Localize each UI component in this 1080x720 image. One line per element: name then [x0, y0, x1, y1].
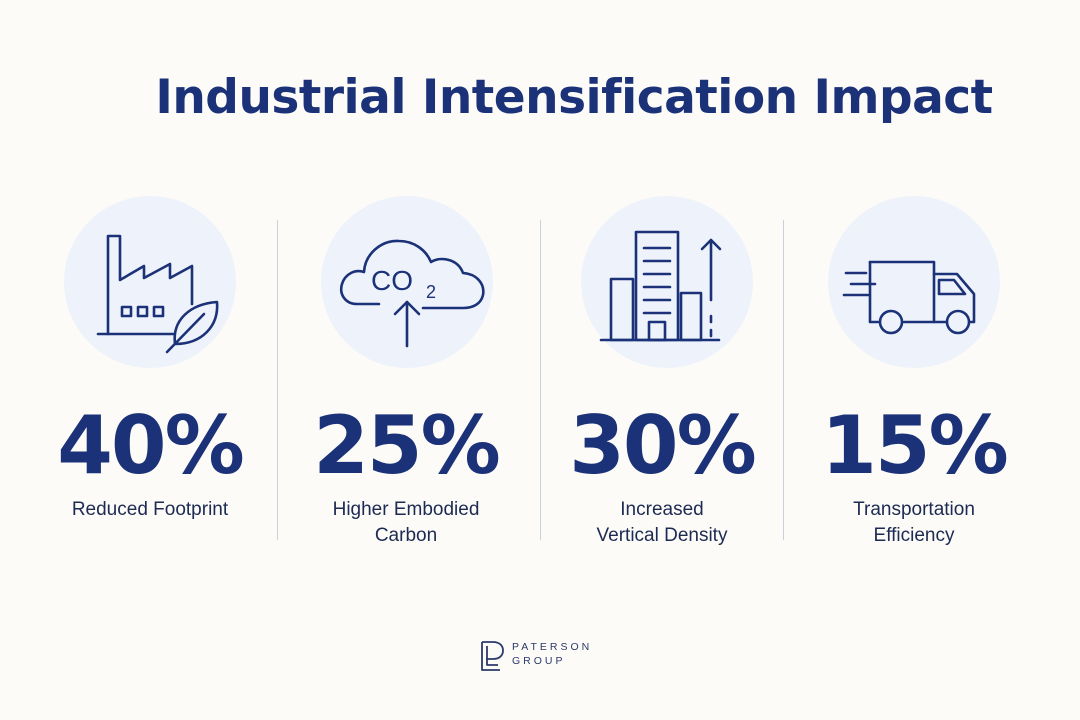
stat-label-line: Increased	[620, 499, 704, 520]
paterson-group-logo: PATERSON GROUP	[478, 638, 618, 678]
delivery-truck-icon	[842, 260, 976, 335]
divider	[277, 220, 278, 540]
stat-label-line: Carbon	[374, 525, 438, 546]
stat-label-line: Higher Embodied	[332, 499, 480, 520]
stat-value: 15%	[821, 399, 1008, 492]
paterson-logo-mark-icon	[481, 641, 504, 671]
stat-label-line: Reduced Footprint	[71, 499, 229, 520]
co2-cloud-up-icon: CO 2	[339, 239, 485, 348]
icon-circle	[581, 196, 753, 368]
stat-label: Higher Embodied Carbon	[281, 497, 531, 549]
divider	[540, 220, 541, 540]
co2-subscript: 2	[426, 282, 436, 302]
stat-label-line: Vertical Density	[596, 525, 728, 546]
icon-circle: CO 2	[321, 196, 493, 368]
stat-label-line: Transportation	[853, 499, 975, 520]
logo-line-1: PATERSON	[512, 641, 593, 653]
stat-label-line: Efficiency	[873, 525, 955, 546]
stat-value: 40%	[57, 399, 244, 492]
stat-label: Reduced Footprint	[25, 497, 275, 523]
stat-label: Transportation Efficiency	[789, 497, 1039, 549]
factory-leaf-icon	[96, 234, 219, 354]
stat-value: 25%	[313, 399, 500, 492]
stat-value: 30%	[569, 399, 756, 492]
logo-wordmark: PATERSON GROUP	[512, 640, 592, 668]
divider	[783, 220, 784, 540]
buildings-up-icon	[599, 230, 722, 342]
icon-circle	[828, 196, 1000, 368]
stat-label: Increased Vertical Density	[537, 497, 787, 549]
icon-circle	[64, 196, 236, 368]
co2-text: CO	[371, 265, 413, 296]
logo-line-2: GROUP	[512, 655, 566, 667]
page-title: Industrial Intensification Impact	[155, 70, 993, 125]
